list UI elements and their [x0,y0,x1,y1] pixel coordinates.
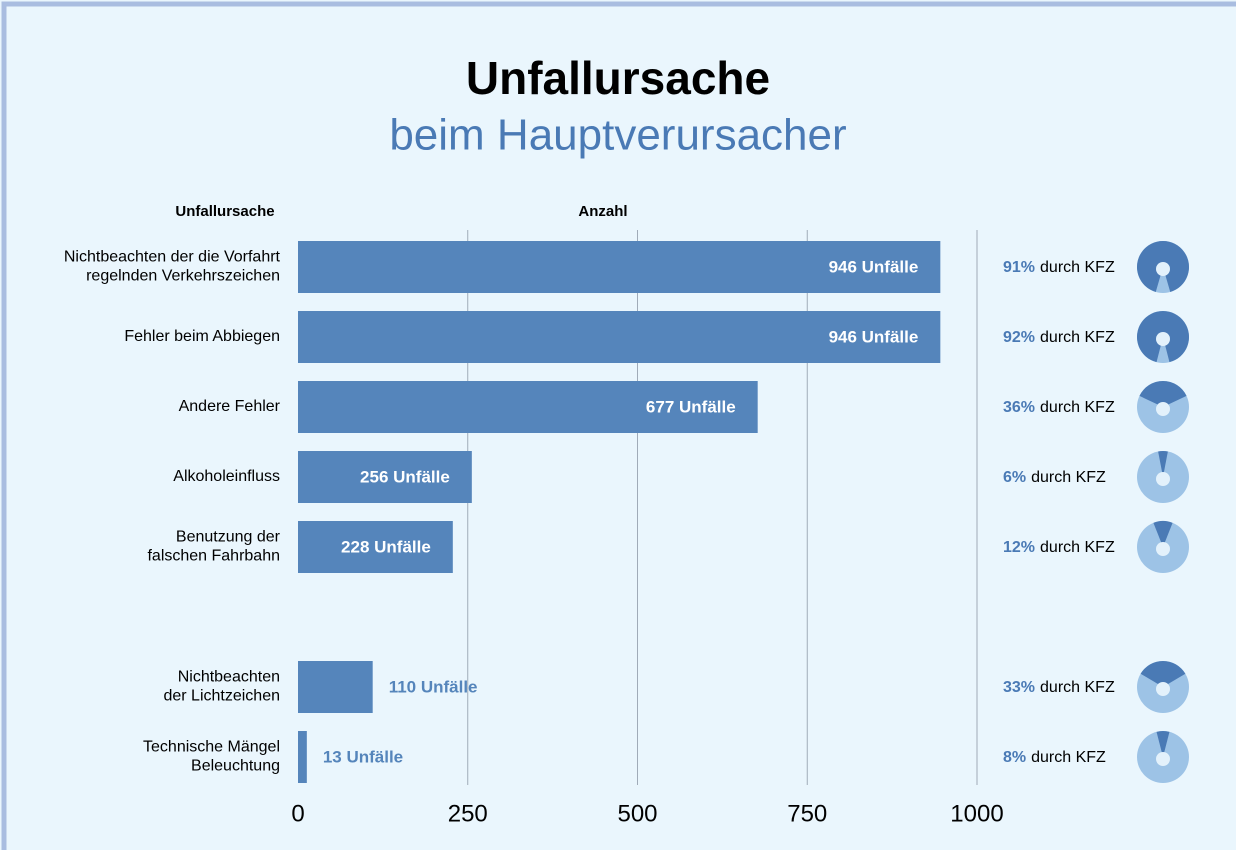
share-suffix: durch KFZ [1031,469,1106,486]
share-label: 91% durch KFZ [1003,259,1115,276]
share-percent: 36% [1003,399,1035,416]
category-label: Andere Fehler [179,398,281,415]
share-suffix: durch KFZ [1031,749,1106,766]
pie-hole [1156,332,1170,346]
share-suffix: durch KFZ [1040,679,1115,696]
pie-slice [1153,521,1173,547]
share-label: 12% durch KFZ [1003,539,1115,556]
bar [298,661,373,713]
x-tick-label: 750 [787,800,827,827]
share-label: 33% durch KFZ [1003,679,1115,696]
share-label: 8% durch KFZ [1003,749,1106,766]
value-label: 228 Unfälle [341,537,431,556]
share-suffix: durch KFZ [1040,399,1115,416]
share-suffix: durch KFZ [1040,259,1115,276]
value-label: 110 Unfälle [389,677,478,696]
pie-slice [1158,450,1168,477]
share-percent: 8% [1003,749,1026,766]
category-label: Nichtbeachten der die Vorfahrt regelnden … [64,249,281,285]
category-header: Unfallursache [175,203,274,220]
pie-slice [1140,661,1186,687]
category-label: Fehler beim Abbiegen [124,328,280,345]
share-percent: 92% [1003,329,1035,346]
pie-hole [1156,472,1170,486]
value-header: Anzahl [578,203,627,220]
pie-hole [1156,262,1170,276]
bar [298,381,758,433]
pie-hole [1156,752,1170,766]
pie-hole [1156,542,1170,556]
bar [298,311,941,363]
x-tick-label: 1000 [950,800,1003,827]
x-tick-label: 500 [617,800,657,827]
pie-hole [1156,682,1170,696]
value-label: 256 Unfälle [360,467,450,486]
share-label: 92% durch KFZ [1003,329,1115,346]
share-suffix: durch KFZ [1040,539,1115,556]
share-percent: 91% [1003,259,1035,276]
share-label: 36% durch KFZ [1003,399,1115,416]
value-label: 946 Unfälle [829,327,919,346]
bar [298,451,472,503]
pie-slice [1139,381,1187,407]
pie-hole [1156,402,1170,416]
chart-title: Unfallursache [466,52,770,104]
share-percent: 33% [1003,679,1035,696]
category-label: Alkoholeinfluss [173,468,280,485]
bar [298,731,307,783]
share-percent: 6% [1003,469,1026,486]
value-label: 13 Unfälle [323,747,403,766]
bar [298,241,941,293]
share-percent: 12% [1003,539,1035,556]
x-tick-label: 0 [291,800,304,827]
pie-slice [1156,731,1170,757]
share-label: 6% durch KFZ [1003,469,1106,486]
value-label: 677 Unfälle [646,397,736,416]
chart-subtitle: beim Hauptverursacher [389,111,846,160]
category-label: Benutzung der falschen Fahrbahn [147,529,280,565]
x-tick-label: 250 [448,800,488,827]
category-label: Nichtbeachten der Lichtzeichen [163,669,280,705]
bar [298,521,453,573]
category-label: Technische Mängel Beleuchtung [143,739,280,775]
value-label: 946 Unfälle [829,257,919,276]
share-suffix: durch KFZ [1040,329,1115,346]
